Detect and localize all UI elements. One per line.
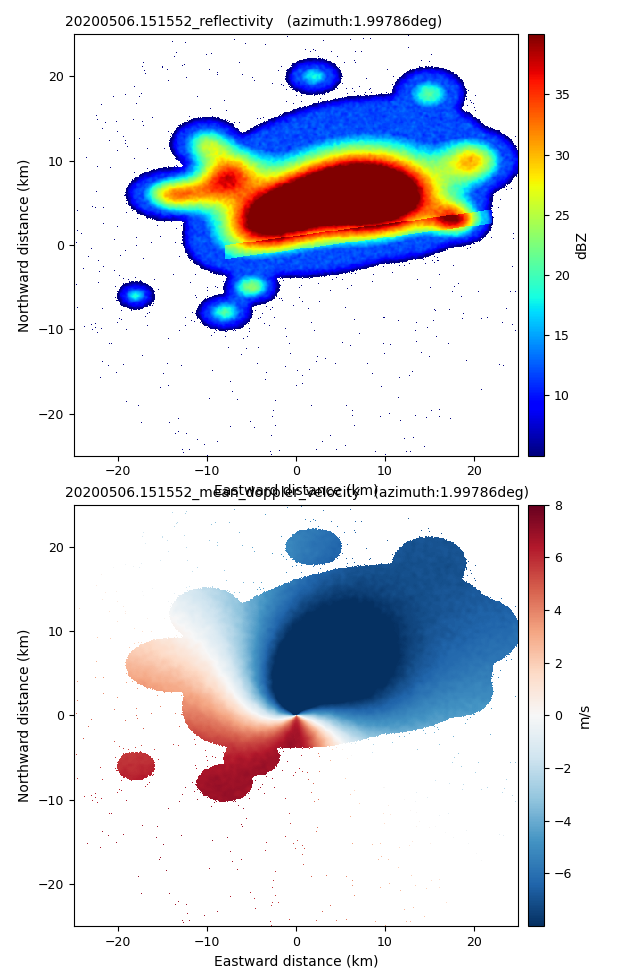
Y-axis label: m/s: m/s	[578, 703, 591, 728]
Text: 20200506.151552_mean_doppler_velocity   (azimuth:1.99786deg): 20200506.151552_mean_doppler_velocity (a…	[65, 485, 529, 500]
X-axis label: Eastward distance (km): Eastward distance (km)	[214, 955, 378, 968]
Y-axis label: Northward distance (km): Northward distance (km)	[18, 629, 32, 802]
Y-axis label: dBZ: dBZ	[575, 231, 589, 259]
X-axis label: Eastward distance (km): Eastward distance (km)	[214, 484, 378, 498]
Y-axis label: Northward distance (km): Northward distance (km)	[18, 159, 32, 331]
Text: 20200506.151552_reflectivity   (azimuth:1.99786deg): 20200506.151552_reflectivity (azimuth:1.…	[65, 15, 442, 29]
